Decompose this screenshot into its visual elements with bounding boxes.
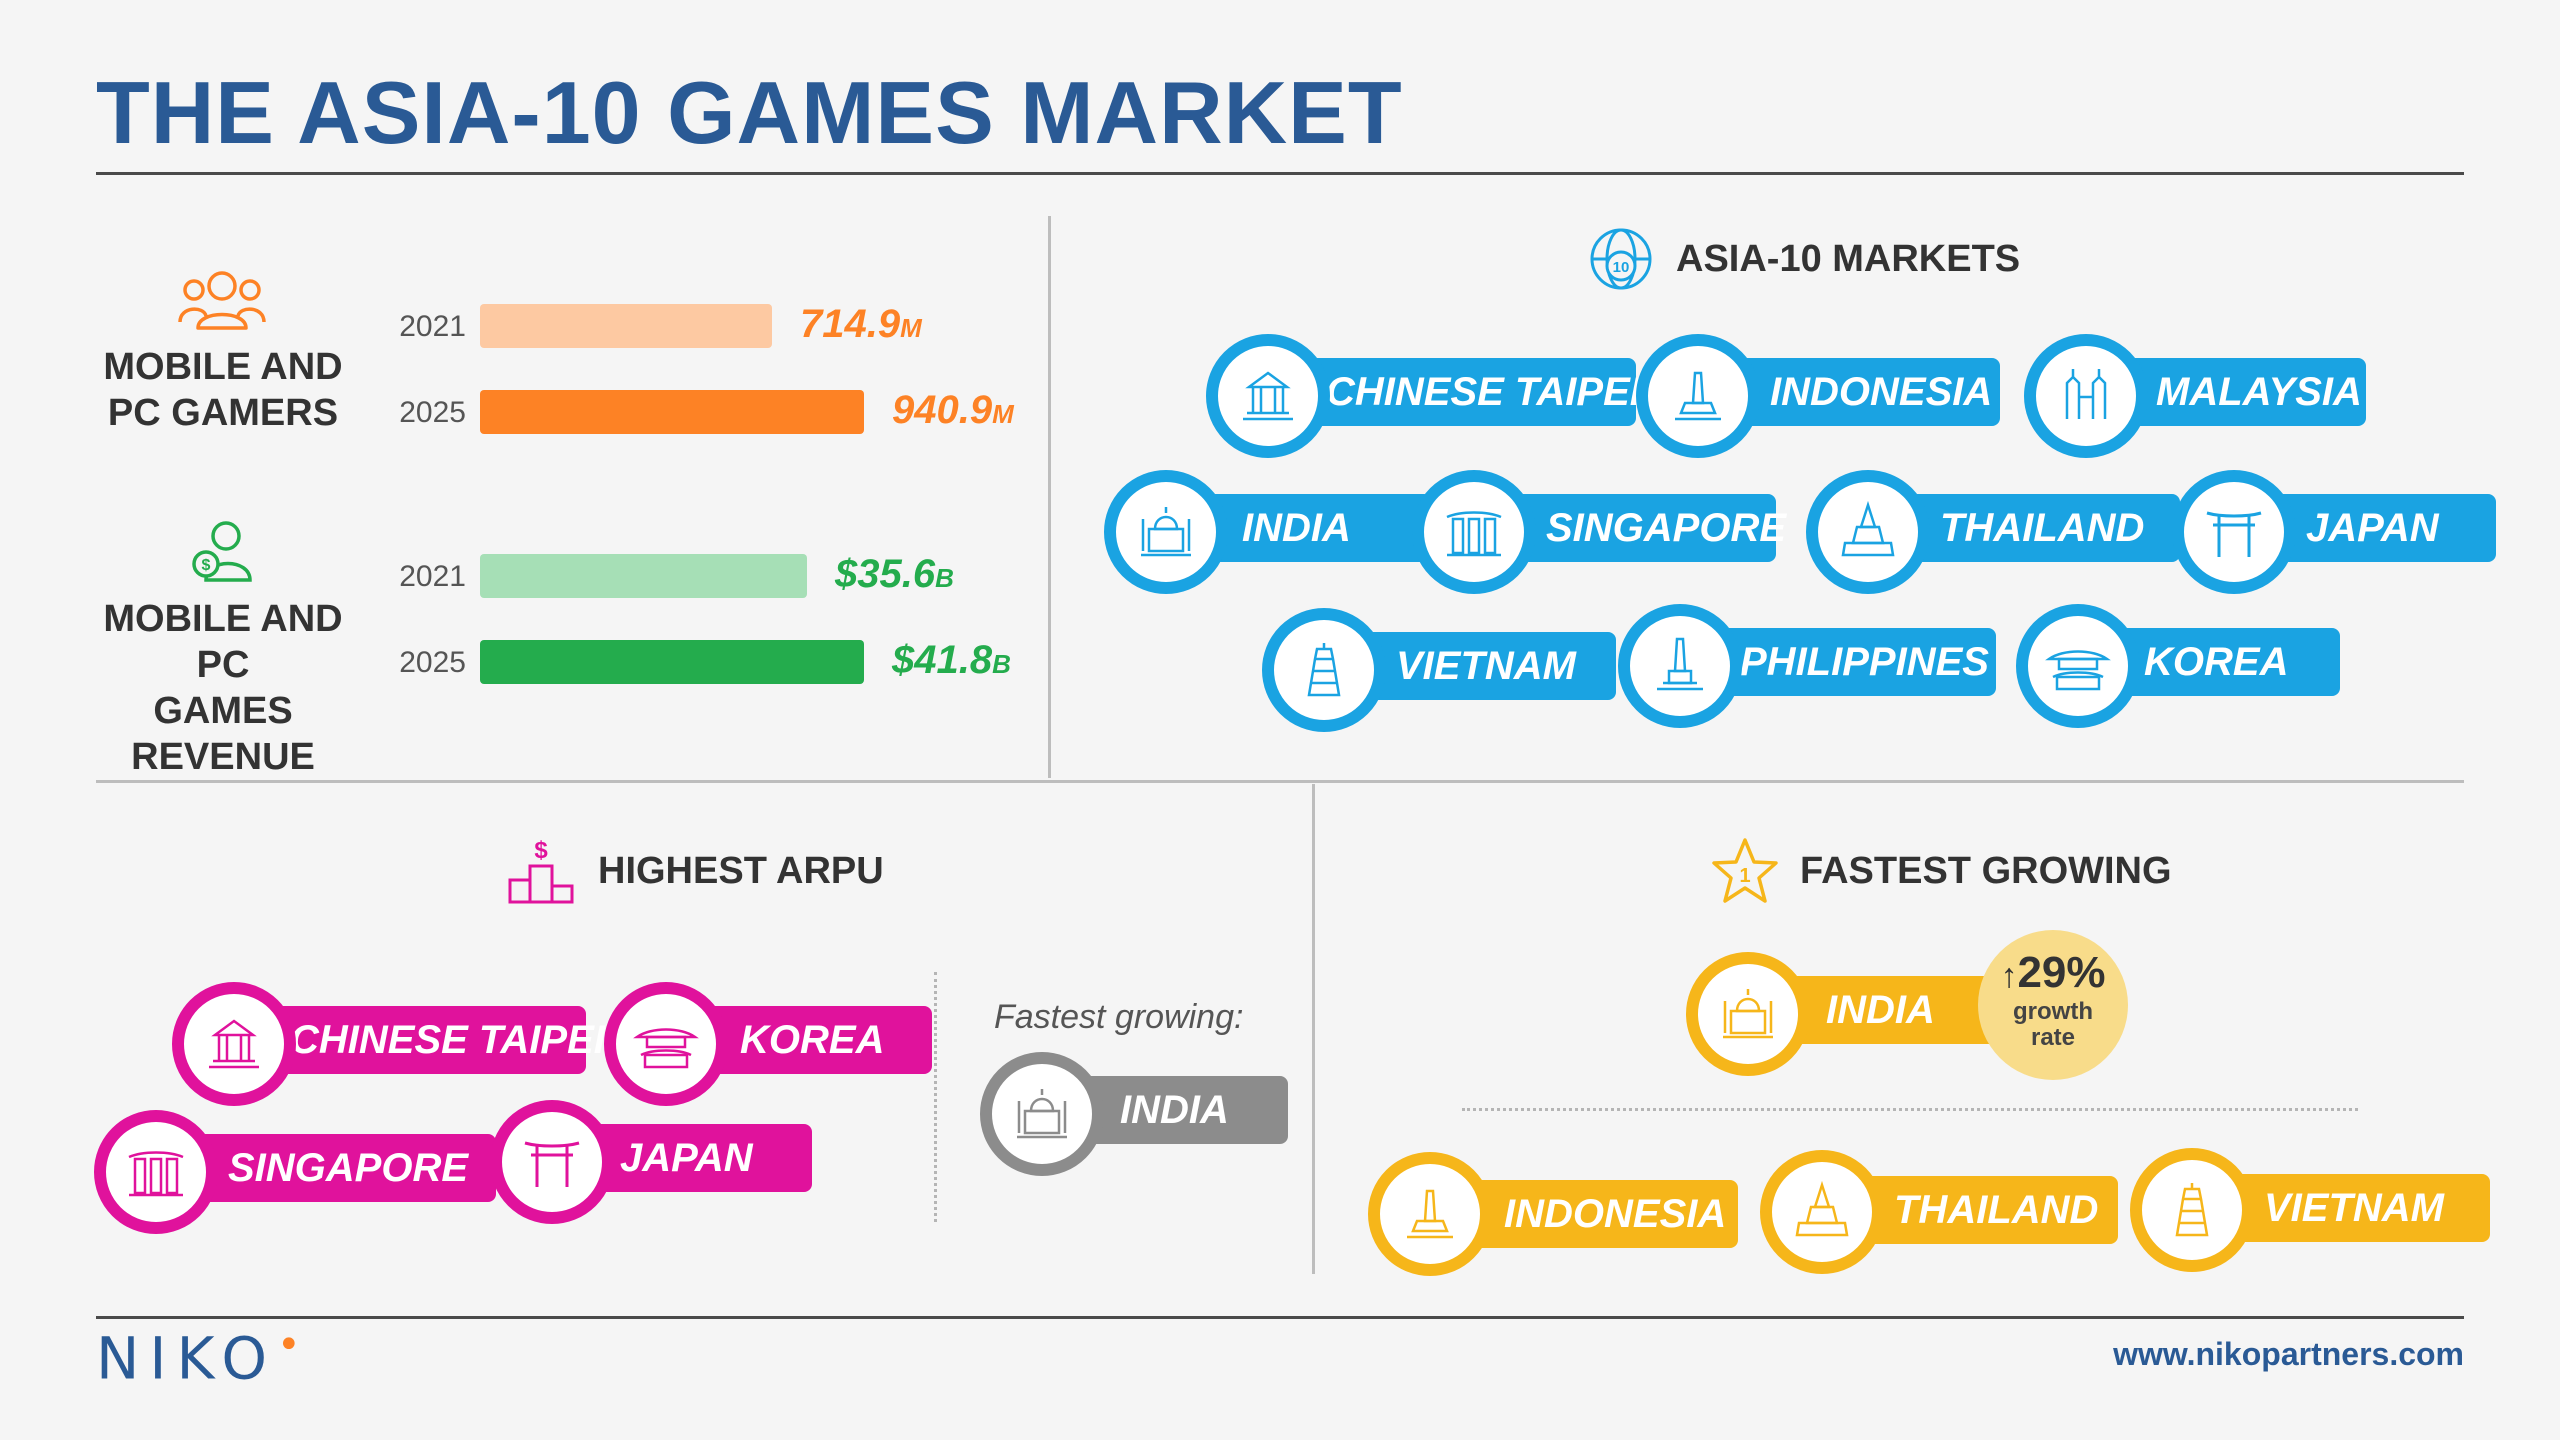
fastest-dotted-divider <box>1462 1108 2358 1111</box>
footer-divider <box>96 1316 2464 1319</box>
tower-pagoda-icon <box>2130 1148 2254 1272</box>
torii-gate-icon <box>2172 470 2296 594</box>
arpu-fastest-india: INDIA <box>1080 1076 1288 1144</box>
podium-dollar-icon: $ <box>508 837 574 904</box>
svg-text:$: $ <box>534 837 548 864</box>
gamers-value-2025: 940.9M <box>892 388 1014 432</box>
revenue-year-2025: 2025 <box>399 646 466 679</box>
svg-text:10: 10 <box>1613 259 1630 276</box>
money-icon: $ <box>192 521 252 582</box>
market-japan: JAPAN <box>2256 494 2496 562</box>
gamers-bar-2025 <box>480 390 864 434</box>
marina-bay-icon <box>1412 470 1536 594</box>
market-malaysia: MALAYSIA <box>2106 358 2366 426</box>
arpu-korea: KOREA <box>690 1006 932 1074</box>
arrow-up-icon: ↑ <box>2000 957 2018 995</box>
taj-mahal-icon <box>980 1052 1104 1176</box>
wat-arun-icon <box>1806 470 1930 594</box>
logo-dot-icon: • <box>277 1322 301 1368</box>
revenue-value-2025: $41.8B <box>892 638 1011 682</box>
market-india: INDIA <box>1186 494 1432 562</box>
footer-url[interactable]: www.nikopartners.com <box>2113 1336 2464 1372</box>
revenue-label-line1: MOBILE AND PC <box>103 598 343 686</box>
tower-pagoda-icon <box>1262 608 1386 732</box>
fastest-india: INDIA <box>1770 976 2012 1044</box>
arpu-japan: JAPAN <box>576 1124 812 1192</box>
vertical-divider-bottom <box>1312 784 1315 1274</box>
fastest-heading: FASTEST GROWING <box>1800 850 2172 892</box>
pagoda-icon <box>1206 334 1330 458</box>
monument-icon <box>1636 334 1760 458</box>
revenue-bar-2025 <box>480 640 864 684</box>
users-icon <box>178 271 266 330</box>
korean-palace-icon <box>2016 604 2140 728</box>
page-title: THE ASIA-10 GAMES MARKET <box>96 63 1403 162</box>
vertical-divider-top <box>1048 216 1051 778</box>
arpu-fastest-label: Fastest growing: <box>994 998 1244 1036</box>
market-thailand: THAILAND <box>1890 494 2180 562</box>
twin-towers-icon <box>2024 334 2148 458</box>
korean-palace-icon <box>604 982 728 1106</box>
monument-icon <box>1368 1152 1492 1276</box>
title-divider <box>96 172 2464 175</box>
gamers-label-line1: MOBILE AND <box>103 346 343 388</box>
market-indonesia: INDONESIA <box>1720 358 2000 426</box>
market-singapore: SINGAPORE <box>1496 494 1786 562</box>
gamers-label-line2: PC GAMERS <box>107 392 339 434</box>
wat-arun-icon <box>1760 1150 1884 1274</box>
marina-bay-icon <box>94 1110 218 1234</box>
growth-rate-value: ↑29% <box>2000 948 2106 997</box>
taj-mahal-icon <box>1104 470 1228 594</box>
star-1-icon: 1 <box>1712 838 1778 903</box>
market-philippines: PHILIPPINES <box>1700 628 1996 696</box>
taj-mahal-icon <box>1686 952 1810 1076</box>
revenue-value-2021: $35.6B <box>835 552 954 596</box>
arpu-singapore: SINGAPORE <box>180 1134 496 1202</box>
market-vietnam: VIETNAM <box>1346 632 1616 700</box>
revenue-year-2021: 2021 <box>399 560 466 593</box>
gamers-value-2021: 714.9M <box>800 302 922 346</box>
revenue-label-line2: GAMES REVENUE <box>131 690 315 778</box>
globe-10-icon: 10 <box>1590 228 1652 290</box>
pagoda-icon <box>172 982 296 1106</box>
arpu-heading: HIGHEST ARPU <box>598 850 884 892</box>
market-chinese-taipei: CHINESE TAIPEI <box>1286 358 1641 426</box>
arpu-chinese-taipei: CHINESE TAIPEI <box>254 1006 605 1074</box>
growth-rate-badge: ↑29% growth rate <box>1978 930 2128 1080</box>
rizal-monument-icon <box>1618 604 1742 728</box>
svg-text:1: 1 <box>1739 865 1750 887</box>
niko-logo: NIKO• <box>96 1322 301 1393</box>
svg-text:$: $ <box>202 557 211 574</box>
gamers-bar-2021 <box>480 304 772 348</box>
arpu-dotted-divider <box>934 972 937 1222</box>
torii-gate-icon <box>490 1100 614 1224</box>
gamers-year-2025: 2025 <box>399 396 466 429</box>
revenue-bar-2021 <box>480 554 807 598</box>
gamers-year-2021: 2021 <box>399 310 466 343</box>
markets-heading: ASIA-10 MARKETS <box>1676 238 2021 280</box>
growth-rate-label-1: growth <box>2013 998 2093 1025</box>
growth-rate-label-2: rate <box>2030 1024 2076 1051</box>
horizontal-divider-middle <box>96 780 2464 783</box>
